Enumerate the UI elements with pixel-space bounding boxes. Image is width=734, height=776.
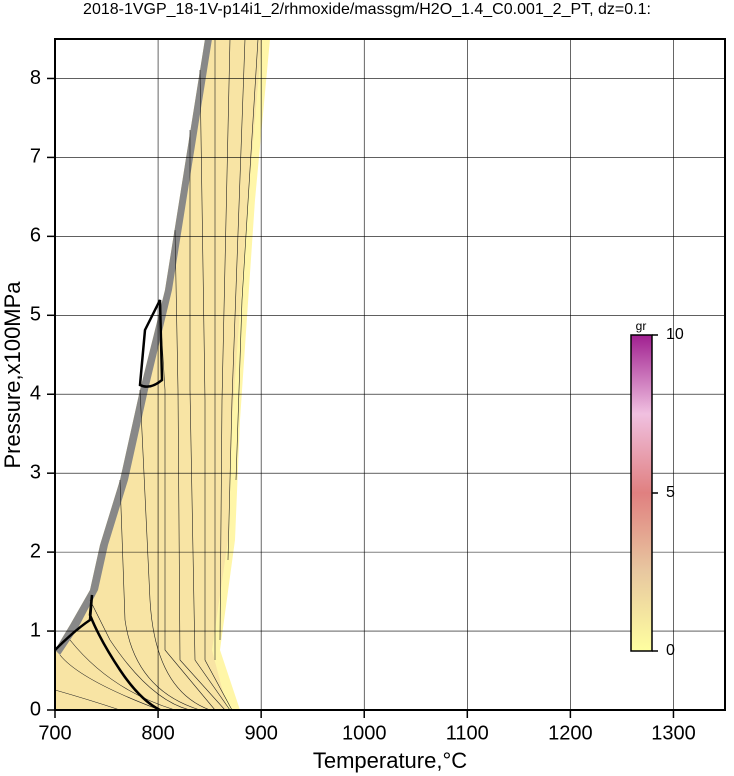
y-tick-label: 5	[30, 304, 41, 326]
x-tick-label: 1200	[548, 722, 593, 744]
colorbar	[630, 334, 653, 652]
chart-title: 2018-1VGP_18-1V-p14i1_2/rhmoxide/massgm/…	[83, 1, 651, 18]
x-tick-label: 800	[141, 722, 174, 744]
contour-field	[55, 39, 270, 710]
y-tick-label: 6	[30, 225, 41, 247]
y-tick-label: 7	[30, 146, 41, 168]
x-tick-label: 1300	[651, 722, 696, 744]
y-tick-label: 1	[30, 619, 41, 641]
colorbar-tick-label: 0	[666, 642, 675, 659]
phase-boundary	[138, 299, 164, 388]
field-edge	[55, 39, 212, 655]
y-tick-label: 0	[30, 698, 41, 720]
y-tick-label: 2	[30, 540, 41, 562]
colorbar-tick-label: 5	[666, 484, 675, 501]
x-tick-label: 1100	[446, 722, 489, 744]
x-tick-label: 900	[244, 722, 277, 744]
x-tick-label: 1000	[342, 722, 387, 744]
y-axis-label: Pressure,x100MPa	[0, 281, 25, 469]
x-tick-label: 700	[38, 722, 71, 744]
x-axis-label: Temperature,°C	[313, 748, 467, 773]
plot-frame	[54, 38, 726, 711]
y-tick-label: 3	[30, 461, 41, 483]
y-tick-label: 8	[30, 67, 41, 89]
colorbar-label: gr	[636, 319, 647, 333]
colorbar-tick-label: 10	[666, 326, 684, 343]
y-tick-label: 4	[30, 383, 41, 405]
